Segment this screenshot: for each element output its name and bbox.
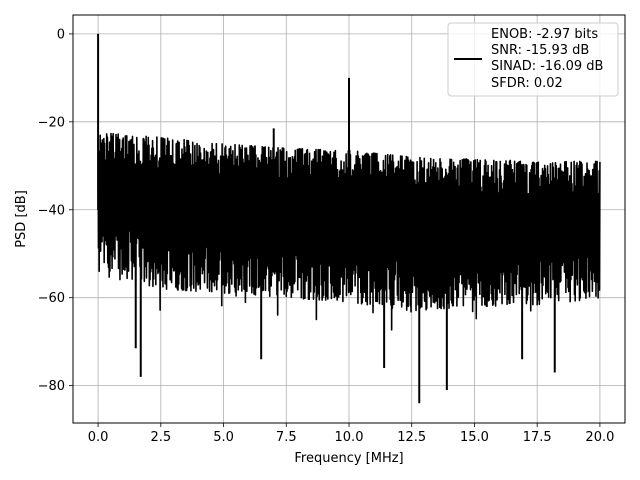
x-tick-label: 12.5 [397,430,426,445]
series-group [97,33,601,404]
y-tick-label: −60 [38,291,65,306]
x-tick-label: 7.5 [276,430,297,445]
y-axis-label: PSD [dB] [14,190,29,248]
x-tick-label: 17.5 [523,430,552,445]
y-tick-label: 0 [57,27,65,42]
legend-sfdr: SFDR: 0.02 [491,76,563,91]
x-ticks: 0.0 2.5 5.0 7.5 10.0 12.5 15.0 17.5 20.0 [88,423,614,445]
y-tick-label: −20 [38,115,65,130]
legend-snr: SNR: -15.93 dB [491,43,589,58]
y-tick-label: −40 [38,203,65,218]
x-tick-label: 15.0 [460,430,489,445]
y-ticks: 0 −20 −40 −60 −80 [38,27,73,394]
legend-box [447,22,619,97]
x-tick-label: 20.0 [585,430,614,445]
x-axis-label: Frequency [MHz] [294,451,403,466]
legend-sinad: SINAD: -16.09 dB [491,59,603,74]
x-tick-label: 0.0 [88,430,109,445]
x-tick-label: 5.0 [213,430,234,445]
x-tick-label: 10.0 [335,430,364,445]
x-tick-label: 2.5 [150,430,171,445]
legend: ENOB: -2.97 bits SNR: -15.93 dB SINAD: -… [447,22,619,97]
legend-enob: ENOB: -2.97 bits [491,27,598,42]
y-tick-label: −80 [38,379,65,394]
